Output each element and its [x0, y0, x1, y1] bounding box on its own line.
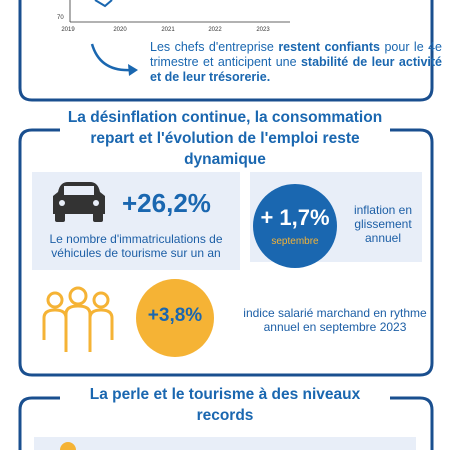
circle: [253, 184, 337, 268]
card-border: [18, 0, 434, 102]
x-tick-label: 2022: [208, 27, 222, 33]
stat-caption: inflation en glissement annuel: [353, 203, 413, 245]
stat-value: + 1,7%: [260, 205, 330, 230]
circle: [136, 279, 214, 357]
text: stabilité de leur activité et de leur tr…: [150, 55, 442, 84]
stat-value: +3,8%: [147, 305, 203, 326]
people-icon: [42, 286, 114, 352]
text: restent confiants: [278, 40, 381, 54]
x-tick-label: 2020: [113, 27, 127, 33]
stat-month: septembre: [271, 236, 319, 247]
stat-box: [34, 437, 416, 450]
stat-caption: indice salarié marchand en rythme annuel…: [243, 306, 427, 334]
car-icon: [53, 182, 105, 222]
x-tick-label: 2019: [61, 27, 75, 33]
stat-caption: Le nombre d'immatriculations de véhicule…: [49, 232, 223, 260]
stat-value: +26,2%: [122, 188, 211, 218]
card-border: [18, 396, 434, 450]
x-tick-label: 2021: [161, 27, 175, 33]
x-tick-label: 2023: [256, 27, 270, 33]
text: pour le 4e trimestre et anticipent une: [150, 40, 443, 69]
paragraph: Les chefs d'entreprise restent confiants…: [150, 40, 442, 85]
card-border: [18, 128, 434, 377]
arrow: [90, 43, 133, 72]
y-tick-label: 70: [57, 15, 64, 21]
section-title: La désinflation continue, la consommatio…: [60, 107, 390, 170]
chart-line: [94, 0, 113, 8]
icon: [60, 442, 76, 450]
section-title: La perle et le tourisme à des niveaux re…: [62, 384, 388, 426]
text: Les chefs d'entreprise: [150, 40, 279, 54]
arrow-head: [128, 64, 138, 76]
